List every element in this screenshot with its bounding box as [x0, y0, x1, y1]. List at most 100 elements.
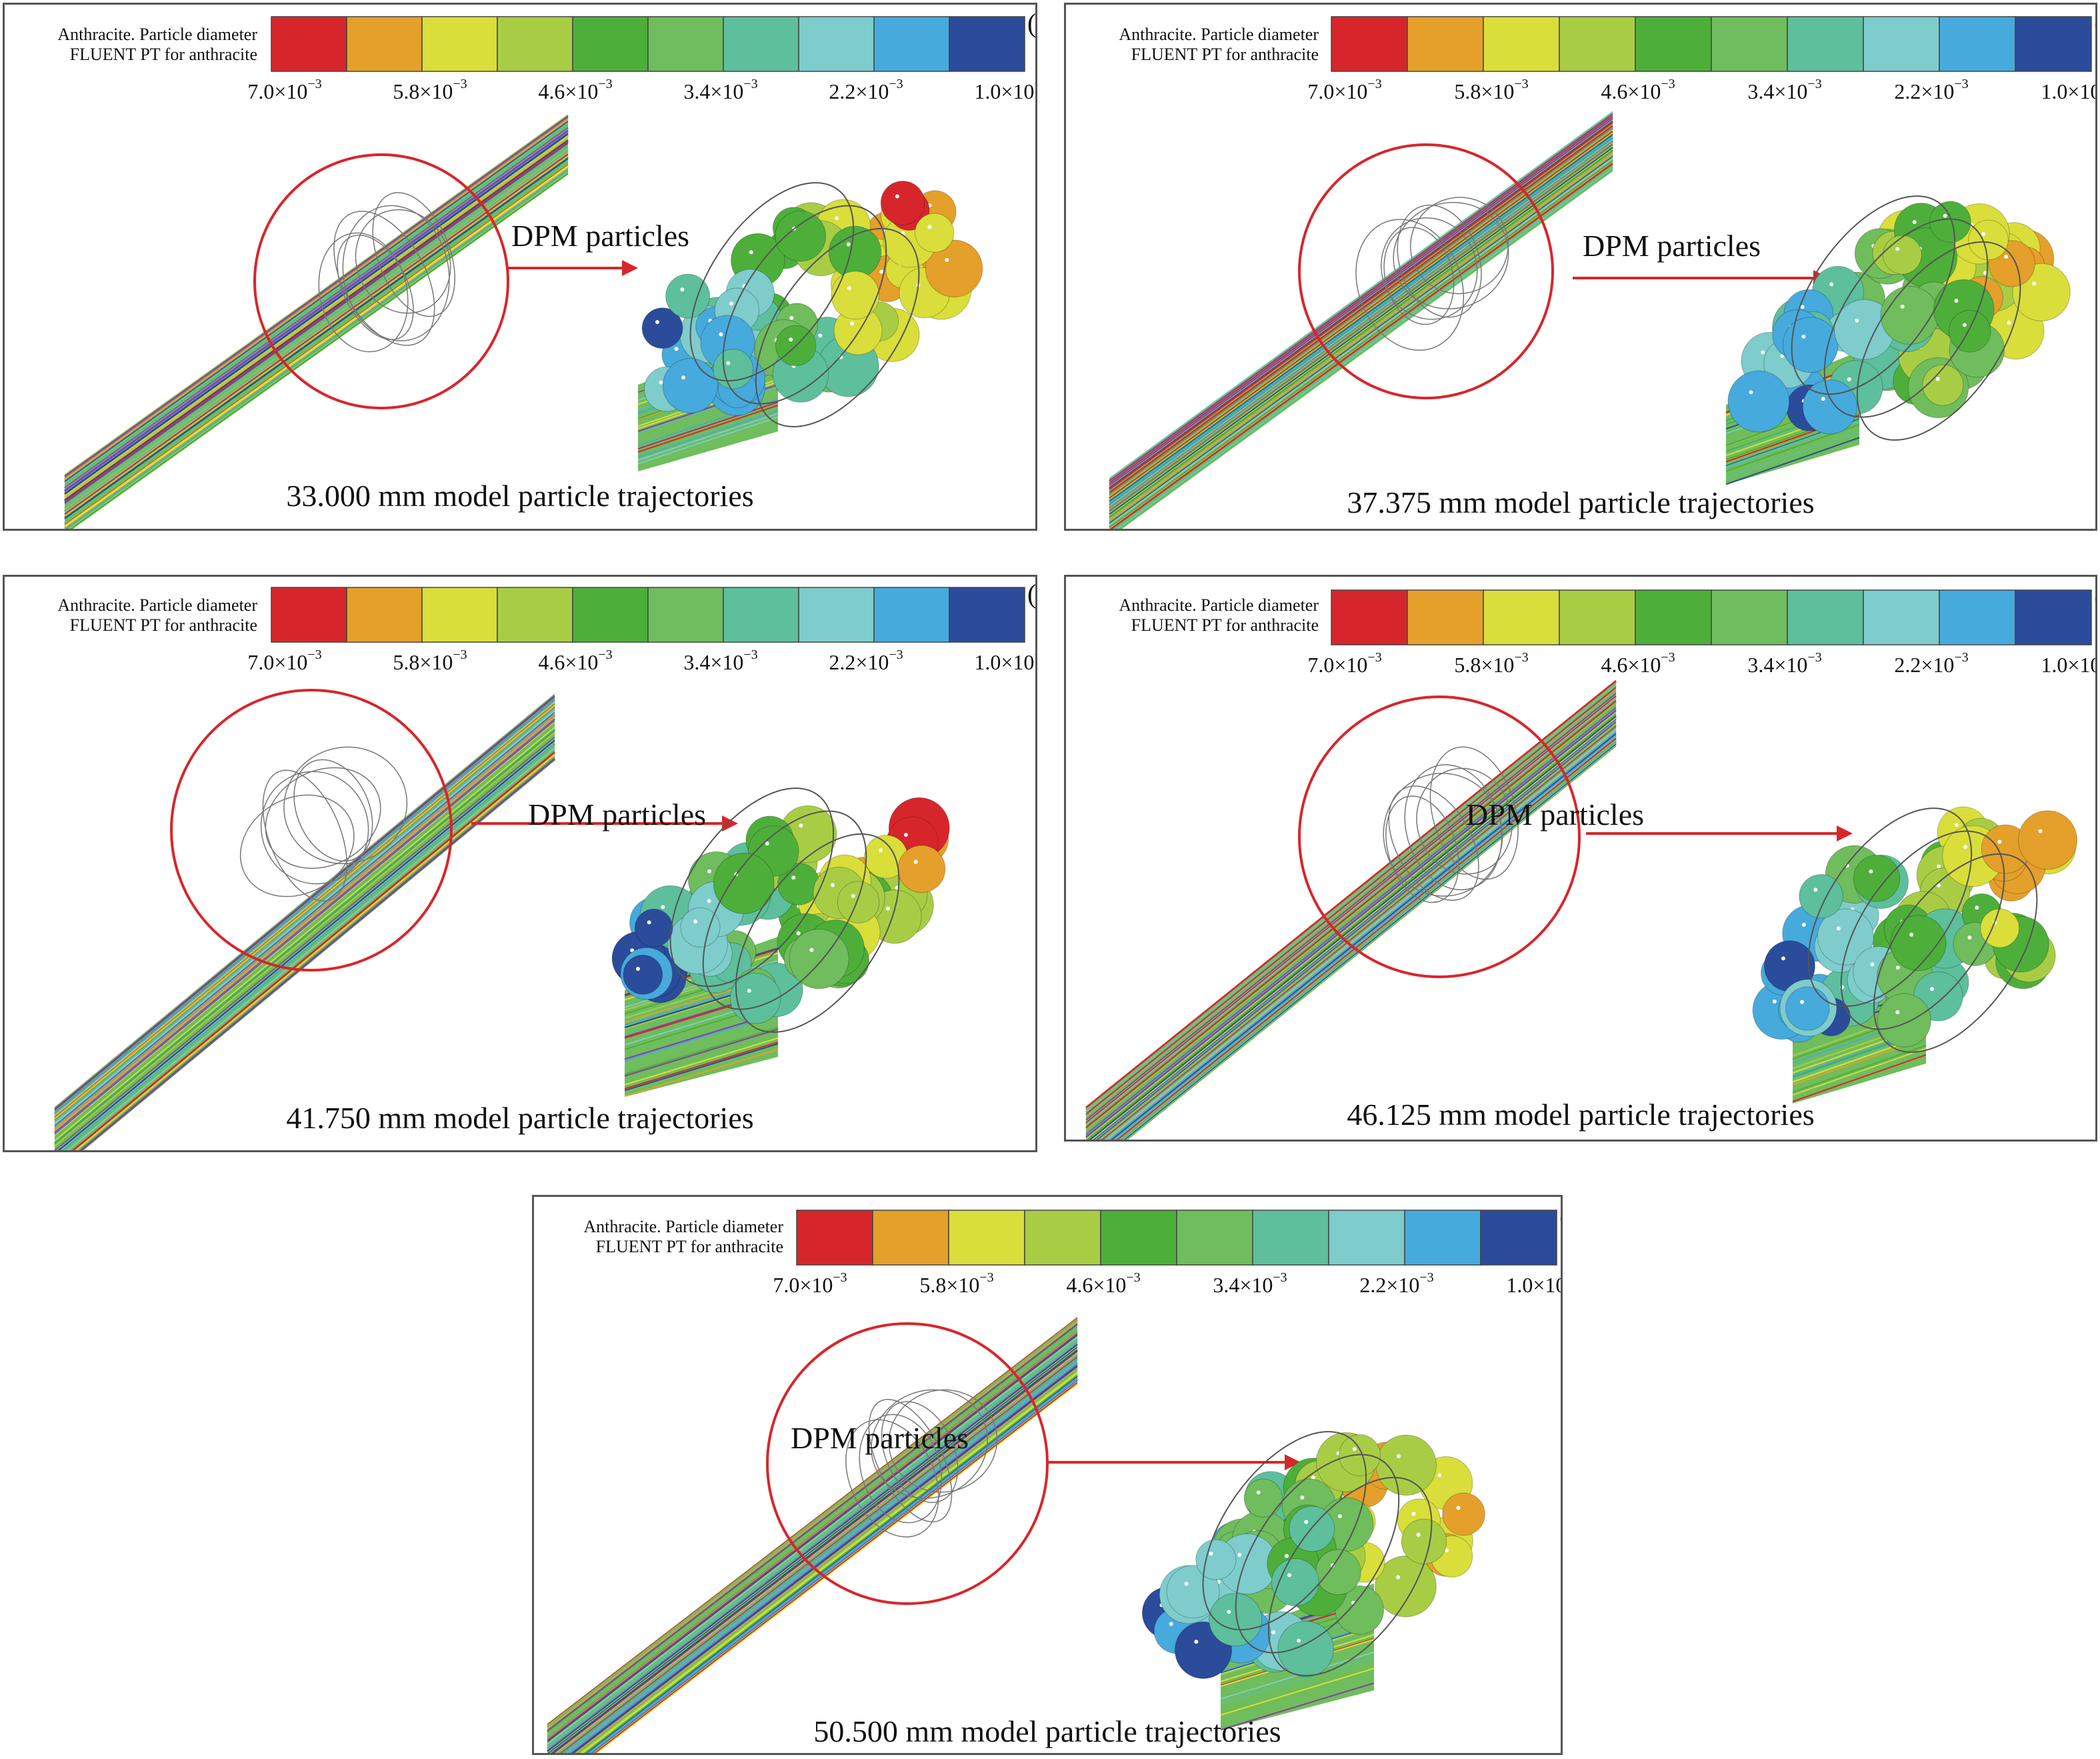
trajectory-line — [1085, 703, 1617, 1131]
trajectory-line — [1220, 1656, 1375, 1705]
dpm-particle — [665, 273, 711, 319]
trajectory-line — [624, 1037, 779, 1086]
panel-letter: (d) — [2094, 581, 2095, 612]
arrow-head — [722, 815, 738, 831]
swirl-trajectory — [283, 746, 408, 864]
swirl-trajectory — [1840, 830, 2005, 1030]
trajectory-line — [1085, 700, 1617, 1128]
trajectory-line — [1109, 140, 1613, 509]
colorbar-tick-label: 3.4×10−3 — [1747, 650, 1821, 677]
trajectory-line — [64, 142, 569, 503]
particle-highlight — [851, 894, 855, 898]
trajectory-line — [1085, 705, 1617, 1134]
particle-highlight — [796, 931, 801, 936]
trajectory-line — [1109, 153, 1613, 521]
particle-highlight — [927, 225, 932, 229]
swirl-trajectory — [669, 787, 835, 988]
particle-highlight — [1801, 334, 1806, 339]
trajectory-line — [1109, 113, 1613, 482]
particle-highlight — [1912, 220, 1917, 225]
dpm-particle — [1375, 1434, 1437, 1496]
swirl-trajectory — [1404, 764, 1503, 891]
trajectory-line — [63, 743, 555, 1150]
colorbar-tick-label: 1.0×10−3 — [2041, 653, 2095, 677]
tick-exponent: −3 — [889, 77, 903, 91]
dpm-particle — [897, 845, 946, 894]
tick-mantissa: 3.4×10 — [683, 650, 744, 674]
tick-exponent: −3 — [1954, 650, 1969, 665]
swirl-trajectory — [1429, 746, 1519, 880]
trajectory-line — [64, 135, 569, 497]
particle-highlight — [1772, 999, 1777, 1004]
particle-highlight — [1962, 323, 1967, 327]
colorbar-swatch — [1480, 1210, 1557, 1266]
trajectory-line — [64, 158, 569, 519]
trajectory-line — [581, 1372, 1078, 1753]
particle-highlight — [747, 988, 751, 993]
dpm-particle — [641, 307, 683, 349]
colorbar-tick-label: 7.0×10−3 — [1307, 77, 1381, 104]
dpm-particle — [1853, 855, 1901, 902]
highlight-circle — [1298, 695, 1581, 978]
legend-title-line1: Anthracite. Particle diameter — [57, 25, 257, 44]
trajectory-line — [60, 741, 555, 1150]
particle-highlight — [693, 919, 698, 924]
legend-title: Anthracite. Particle diameter FLUENT PT f… — [583, 1217, 783, 1257]
trajectory-line — [547, 1342, 1078, 1750]
swirl-trajectory — [293, 759, 373, 862]
particle-highlight — [726, 361, 731, 365]
trajectory-line — [1220, 1662, 1375, 1711]
dpm-particle — [775, 210, 827, 262]
legend-title: Anthracite. Particle diameter FLUENT PT f… — [57, 25, 257, 65]
swirl-trajectory — [1807, 807, 1973, 1008]
trajectory-line — [563, 1358, 1078, 1753]
trajectory-line — [590, 1379, 1078, 1753]
particle-highlight — [850, 321, 855, 326]
tick-exponent: −3 — [1661, 650, 1675, 665]
dpm-particle — [662, 357, 718, 413]
trajectory-line — [1119, 739, 1617, 1140]
tick-mantissa: 3.4×10 — [1747, 653, 1808, 677]
trajectory-line — [547, 1346, 1078, 1753]
trajectory-line — [573, 1367, 1078, 1753]
tick-mantissa: 4.6×10 — [538, 79, 599, 103]
particle-highlight — [1813, 888, 1818, 892]
trajectory-line — [54, 695, 555, 1110]
colorbar-swatch — [1939, 589, 2016, 645]
dpm-particle — [1401, 1518, 1447, 1564]
trajectory-line — [1109, 147, 1613, 515]
colorbar-tick-label: 2.2×10−3 — [829, 77, 903, 104]
particle-highlight — [1271, 1630, 1276, 1634]
trajectory-bundle — [547, 1317, 1078, 1753]
trajectory-line — [54, 703, 555, 1119]
colorbar-tick-label: 2.2×10−3 — [829, 647, 903, 675]
colorbar-swatch — [1024, 1210, 1101, 1266]
particle-highlight — [847, 285, 851, 290]
tick-exponent: −3 — [889, 647, 903, 662]
colorbar-swatch — [346, 587, 423, 643]
trajectory-line — [593, 1381, 1078, 1753]
trajectory-line — [1109, 111, 1613, 479]
trajectory-line — [67, 747, 555, 1150]
dpm-particle — [713, 349, 753, 389]
particle-highlight — [1311, 1476, 1315, 1480]
dpm-particle — [1785, 986, 1830, 1031]
particle-highlight — [835, 216, 839, 221]
trajectory-line — [1109, 149, 1613, 518]
trajectory-bundle — [1109, 111, 1613, 529]
particle-highlight — [895, 194, 899, 199]
dpm-particle — [1195, 1539, 1237, 1580]
trajectory-line — [1109, 136, 1613, 504]
particle-highlight — [1396, 1454, 1401, 1458]
swirl-trajectory — [355, 209, 451, 314]
particle-highlight — [1937, 864, 1941, 869]
trajectory-line — [1087, 714, 1617, 1140]
particle-highlight — [1975, 906, 1979, 910]
trajectory-line — [54, 711, 555, 1127]
trajectory-line — [64, 121, 569, 483]
trajectory-line — [1086, 713, 1617, 1140]
swirl-trajectory — [1202, 1431, 1367, 1631]
colorbar-tick-label: 4.6×10−3 — [1066, 1270, 1140, 1298]
trajectory-line — [1114, 166, 1613, 529]
colorbar-tick-label: 4.6×10−3 — [1601, 77, 1675, 104]
